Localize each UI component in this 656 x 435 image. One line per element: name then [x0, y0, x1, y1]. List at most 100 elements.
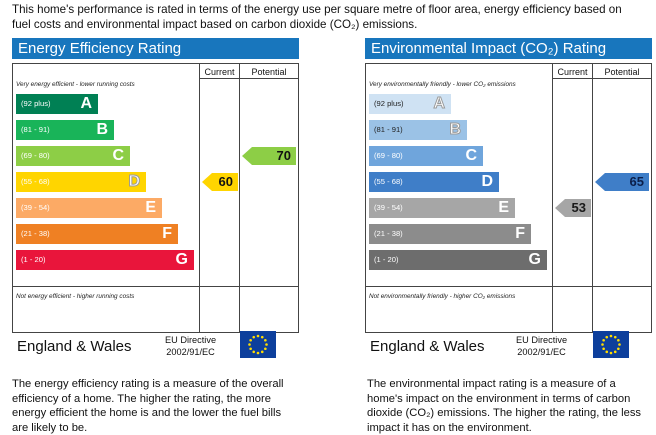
- footer-region: England & Wales: [370, 338, 485, 355]
- current-rating-marker: 53: [555, 199, 591, 217]
- band-g: (1 - 20) G: [369, 250, 547, 270]
- description: The environmental impact rating is a mea…: [367, 378, 642, 434]
- band-range: (55 - 68): [374, 177, 403, 186]
- band-letter: A: [433, 95, 446, 113]
- footer-region: England & Wales: [17, 338, 132, 355]
- current-rating-marker-value: 60: [218, 174, 233, 189]
- band-letter: D: [481, 173, 493, 190]
- environmental-impact-panel: Environmental Impact (CO₂) Rating Curren…: [365, 38, 652, 434]
- panel-title: Energy Efficiency Rating: [12, 38, 299, 59]
- band-c: (69 - 80) C: [369, 146, 483, 166]
- potential-column-header: Potential: [251, 67, 287, 77]
- rating-chart: Current Potential Very energy efficient …: [12, 63, 299, 358]
- panel-title: Environmental Impact (CO₂) Rating: [365, 38, 652, 59]
- band-range: (1 - 20): [21, 255, 46, 264]
- band-letter: G: [528, 251, 541, 268]
- bottom-note: Not energy efficient - higher running co…: [16, 293, 135, 300]
- eu-star: [248, 343, 251, 346]
- band-range: (69 - 80): [374, 151, 403, 160]
- band-range: (92 plus): [374, 99, 404, 108]
- top-note: Very energy efficient - lower running co…: [16, 81, 135, 88]
- eu-star: [602, 347, 605, 351]
- band-letter: C: [112, 147, 124, 164]
- eu-star: [609, 351, 613, 355]
- description: The energy efficiency rating is a measur…: [12, 378, 284, 434]
- column-divider: [552, 64, 553, 332]
- eu-directive-line2: 2002/91/EC: [517, 347, 566, 357]
- band-a: (92 plus) A: [369, 94, 451, 114]
- eu-star: [260, 350, 264, 354]
- band-e: (39 - 54) E: [369, 198, 515, 218]
- eu-star: [249, 338, 252, 342]
- eu-star: [252, 335, 256, 339]
- column-divider: [199, 64, 200, 332]
- band-d: (55 - 68) D: [369, 172, 499, 192]
- footer-divider: [366, 286, 651, 287]
- eu-stars: [248, 334, 268, 355]
- band-c: (69 - 80) C: [16, 146, 130, 166]
- eu-stars: [601, 334, 621, 355]
- band-range: (55 - 68): [21, 177, 50, 186]
- eu-star: [613, 350, 617, 354]
- eu-star: [609, 334, 613, 338]
- current-rating-marker: 60: [202, 173, 238, 191]
- eu-star: [605, 350, 609, 354]
- band-a: (92 plus) A: [16, 94, 98, 114]
- potential-rating-marker-value: 65: [629, 174, 644, 189]
- band-letter: F: [515, 225, 525, 242]
- potential-rating-marker: 70: [242, 147, 296, 165]
- eu-star: [260, 335, 264, 339]
- eu-star: [613, 335, 617, 339]
- top-note: Very environmentally friendly - lower CO…: [369, 81, 516, 88]
- band-b: (81 - 91) B: [369, 120, 467, 140]
- band-letter: G: [175, 251, 188, 268]
- band-letter: B: [449, 121, 462, 139]
- band-d: (55 - 68) D: [16, 172, 146, 192]
- eu-star: [605, 335, 609, 339]
- rating-chart: Current Potential Very environmentally f…: [365, 63, 652, 358]
- column-divider: [592, 64, 593, 332]
- header-divider: [552, 78, 651, 79]
- band-f: (21 - 38) F: [16, 224, 178, 244]
- eu-star: [264, 347, 267, 351]
- eu-star: [256, 351, 260, 355]
- eu-star: [252, 350, 256, 354]
- eu-star: [618, 343, 621, 346]
- band-letter: E: [145, 199, 156, 216]
- band-letter: C: [465, 147, 477, 164]
- eu-star: [601, 343, 604, 346]
- current-rating-marker-value: 53: [571, 200, 586, 215]
- band-letter: D: [128, 173, 141, 191]
- eu-directive-line1: EU Directive: [165, 335, 217, 345]
- band-range: (1 - 20): [374, 255, 399, 264]
- band-g: (1 - 20) G: [16, 250, 194, 270]
- band-range: (81 - 91): [21, 125, 50, 134]
- band-range: (69 - 80): [21, 151, 50, 160]
- band-b: (81 - 91) B: [16, 120, 114, 140]
- band-range: (39 - 54): [21, 203, 50, 212]
- column-divider: [239, 64, 240, 332]
- band-letter: E: [498, 199, 509, 216]
- eu-star: [256, 334, 260, 338]
- current-column-header: Current: [557, 67, 588, 77]
- eu-directive: EU Directive 2002/91/EC: [516, 334, 567, 358]
- eu-flag-icon: [593, 331, 629, 358]
- eu-star: [249, 347, 252, 351]
- intro-text: This home's performance is rated in term…: [12, 3, 622, 31]
- band-letter: A: [80, 95, 92, 112]
- band-e: (39 - 54) E: [16, 198, 162, 218]
- bottom-note: Not environmentally friendly - higher CO…: [369, 293, 516, 300]
- band-range: (21 - 38): [374, 229, 403, 238]
- band-letter: B: [96, 121, 108, 138]
- eu-star: [602, 338, 605, 342]
- eu-directive-line2: 2002/91/EC: [166, 347, 215, 357]
- eu-directive-line1: EU Directive: [516, 335, 568, 345]
- header-divider: [199, 78, 298, 79]
- footer-divider: [13, 286, 298, 287]
- current-column-header: Current: [204, 67, 235, 77]
- band-f: (21 - 38) F: [369, 224, 531, 244]
- potential-column-header: Potential: [604, 67, 640, 77]
- band-range: (92 plus): [21, 99, 51, 108]
- band-range: (39 - 54): [374, 203, 403, 212]
- potential-rating-marker: 65: [595, 173, 649, 191]
